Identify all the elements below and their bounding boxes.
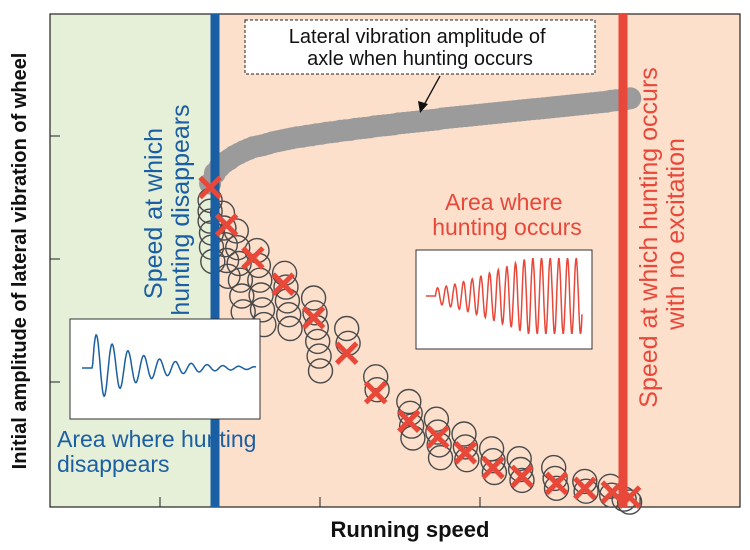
open-circle-point [364, 377, 390, 403]
open-circle-point [249, 297, 276, 323]
open-circle-point [273, 274, 299, 300]
open-circle-point [509, 467, 535, 494]
red-cross-point [544, 471, 569, 496]
red-cross-point [600, 480, 625, 504]
blue-line-label-2: hunting disappears [167, 104, 195, 315]
callout-text: Lateral vibration amplitude of axle when… [289, 26, 551, 70]
open-circle-point [425, 419, 451, 445]
red-cross-stroke [214, 213, 239, 237]
red-cross-stroke [271, 272, 295, 296]
gray-amplitude-series [199, 87, 642, 195]
open-circle-point [305, 328, 331, 355]
open-circle-point [334, 315, 360, 342]
region-hunting-disappears [50, 14, 215, 507]
red-cross-stroke [363, 380, 388, 405]
open-circle-point [427, 445, 454, 471]
open-circle-point [451, 421, 477, 447]
open-circle-point [454, 447, 480, 473]
open-circle-point [481, 459, 508, 486]
y-axis-title: Initial amplitude of lateral vibration o… [9, 53, 31, 470]
red-cross-point [617, 485, 642, 509]
open-circle-point [248, 282, 274, 308]
open-circle-point [307, 358, 334, 384]
callout-arrow-line [423, 75, 441, 106]
red-cross-stroke [453, 441, 478, 465]
blue-line-label: Speed at which hunting disappears [140, 104, 195, 315]
red-cross-stroke [600, 480, 625, 504]
x-axis-title: Running speed [331, 517, 490, 542]
blue-line-label-1: Speed at which [140, 128, 168, 299]
plot-frame [49, 13, 741, 508]
y-ticks [50, 135, 60, 383]
red-cross-stroke [426, 425, 450, 449]
red-cross-point [198, 175, 222, 200]
red-cross-stroke [510, 464, 534, 489]
open-circle-point [573, 478, 599, 504]
red-cross-point [214, 213, 239, 237]
red-cross-point [453, 441, 478, 465]
red-cross-stroke [617, 485, 642, 509]
red-cross-stroke [544, 471, 569, 496]
open-circle-point [197, 198, 223, 224]
region-occur-line-2: hunting occurs [432, 214, 582, 240]
open-circle-point [223, 218, 250, 244]
open-circle-point [542, 465, 568, 492]
open-circle-point [276, 302, 302, 328]
red-cross-point [397, 409, 421, 433]
open-circle-point [616, 489, 643, 515]
open-circle-point [396, 388, 422, 415]
red-cross-point [334, 341, 359, 365]
callout-line-2: axle when hunting occurs [307, 48, 533, 70]
red-cross-point [510, 464, 534, 489]
inset-decaying-waveform-box [69, 318, 261, 420]
open-circle-point [227, 267, 254, 293]
open-circle-point [452, 434, 479, 460]
open-circle-point [226, 250, 252, 277]
region-disappear-line-1: Area where hunting [57, 426, 256, 452]
red-cross-stroke [241, 246, 265, 270]
region-disappear-line-2: disappears [57, 451, 170, 477]
region-occur-label: Area where hunting occurs [432, 189, 582, 240]
red-cross-point [271, 272, 295, 296]
growing-waveform [426, 257, 583, 335]
red-cross-point [426, 425, 450, 449]
red-cross-point [301, 305, 326, 330]
red-cross-point [241, 246, 265, 270]
open-circle-point [224, 234, 251, 261]
red-cross-stroke [573, 476, 597, 501]
callout-line-1: Lateral vibration amplitude of [289, 26, 546, 48]
open-circle-point [229, 283, 255, 309]
red-cross-series [198, 175, 642, 509]
red-line-label-1: Speed at which hunting occurs [635, 67, 663, 408]
red-cross-point [363, 380, 388, 405]
red-cross-point [573, 476, 597, 501]
open-circle-point [398, 413, 425, 439]
open-circle-point [572, 468, 598, 495]
open-circle-point [543, 475, 570, 501]
red-cross-stroke [334, 341, 359, 365]
open-circle-point [300, 285, 327, 311]
open-circle-point [306, 343, 332, 369]
callout-arrow-head [418, 101, 428, 113]
red-cross-stroke [481, 455, 505, 480]
red-line-label: Speed at which hunting occurs with no ex… [635, 60, 690, 407]
open-circle-point [277, 315, 303, 342]
decaying-waveform [82, 333, 257, 398]
red-line-label-2: with no excitation [662, 138, 690, 331]
open-circle-point [480, 448, 506, 474]
open-circle-point [423, 406, 450, 432]
red-cross-stroke [397, 409, 421, 433]
open-circle-point [363, 364, 389, 390]
open-circle-point [302, 300, 328, 326]
open-circle-point [507, 456, 534, 483]
region-occur-line-1: Area where [445, 189, 563, 215]
red-cross-stroke [301, 305, 326, 330]
region-disappear-label: Area where hunting disappears [57, 426, 263, 477]
callout-box [244, 19, 596, 75]
red-cross-point [481, 455, 505, 480]
red-cross-stroke [198, 175, 222, 200]
